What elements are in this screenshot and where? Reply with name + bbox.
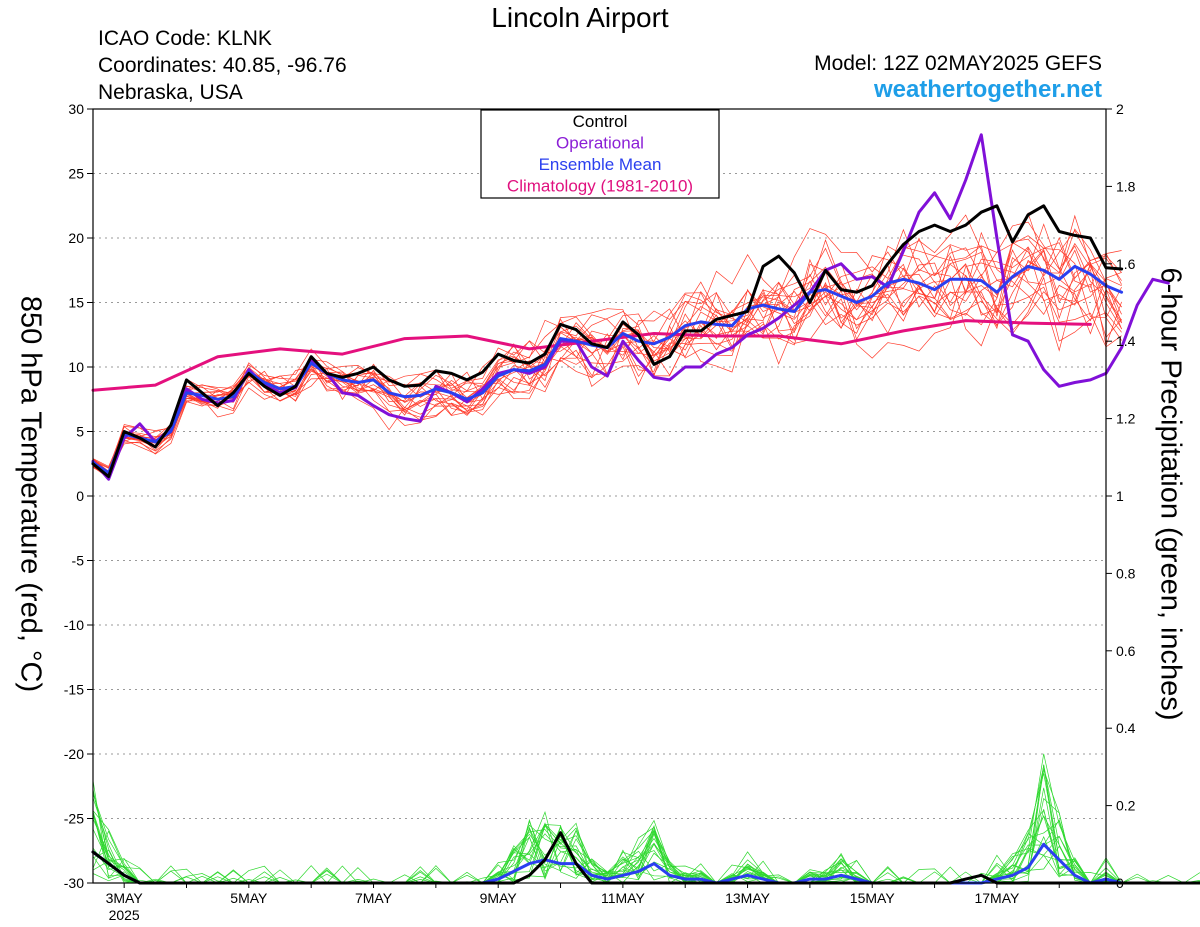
temperature-member-line	[92, 247, 1122, 472]
y-tick-label: -20	[64, 746, 84, 762]
x-tick-label: 7MAY	[355, 890, 393, 906]
x-tick-label: 3MAY	[106, 890, 144, 906]
chart-title: Lincoln Airport	[491, 2, 669, 33]
legend-entry: Climatology (1981-2010)	[507, 177, 693, 196]
precipitation-member-line	[92, 764, 1200, 884]
site-label: weathertogether.net	[873, 76, 1102, 103]
x-tick-label: 9MAY	[480, 890, 518, 906]
temperature-member-line	[92, 238, 1122, 475]
x-tick-label: 5MAY	[230, 890, 268, 906]
precipitation-member-line	[92, 764, 1200, 884]
model-label: Model: 12Z 02MAY2025 GEFS	[814, 52, 1102, 75]
temperature-member-line	[92, 235, 1122, 477]
temp-operational-line	[91, 133, 1170, 481]
temperature-member-line	[92, 248, 1122, 478]
temperature-member-line	[92, 214, 1122, 474]
y-tick-label: 30	[68, 101, 84, 117]
y-tick-label: 10	[68, 359, 84, 375]
y-tick-label: -30	[64, 875, 84, 891]
temperature-member-line	[92, 236, 1122, 479]
icao-code-label: ICAO Code: KLNK	[98, 27, 272, 50]
temperature-member-line	[92, 249, 1122, 472]
y-tick-label: 5	[76, 424, 84, 440]
legend-box	[480, 109, 720, 199]
temperature-member-line	[92, 261, 1122, 477]
y2-tick-label: 1.8	[1116, 178, 1136, 194]
coordinates-label: Coordinates: 40.85, -96.76	[98, 54, 347, 77]
y2-tick-label: 1	[1116, 488, 1124, 504]
y2-tick-label: 0.2	[1116, 798, 1136, 814]
y-tick-label: -5	[72, 553, 85, 569]
temperature-member-line	[92, 248, 1122, 467]
region-label: Nebraska, USA	[98, 81, 243, 104]
y2-tick-label: 0	[1116, 875, 1124, 891]
x-tick-label: 13MAY	[725, 890, 771, 906]
y-tick-label: 25	[68, 166, 84, 182]
x-tick-label: 11MAY	[601, 890, 645, 906]
y-tick-label: 0	[76, 488, 84, 504]
temperature-member-line	[92, 239, 1122, 478]
y2-tick-label: 0.6	[1116, 643, 1136, 659]
temp-control-line	[91, 204, 1124, 479]
y2-tick-label: 1.6	[1116, 256, 1136, 272]
y2-tick-label: 1.2	[1116, 411, 1136, 427]
legend: Control Operational Ensemble Mean Climatolo…	[480, 109, 720, 199]
x-tick-label: 17MAY	[974, 890, 1020, 906]
y2-tick-label: 2	[1116, 101, 1124, 117]
legend-entry: Control	[573, 112, 628, 131]
y-tick-label: -15	[64, 682, 84, 698]
legend-entry: Ensemble Mean	[539, 155, 662, 174]
temp-climatology-line	[91, 319, 1092, 392]
gridlines	[93, 173, 1106, 819]
axis-ticks: 302520151050-5-10-15-20-25-3021.81.61.41…	[64, 101, 1136, 923]
x-tick-year-label: 2025	[109, 907, 140, 923]
main-series-lines	[91, 133, 1200, 885]
y-tick-label: 20	[68, 230, 84, 246]
y2-tick-label: 1.4	[1116, 333, 1136, 349]
y-tick-label: 15	[68, 295, 84, 311]
temperature-member-line	[92, 228, 1122, 472]
x-tick-label: 15MAY	[850, 890, 896, 906]
temperature-member-line	[92, 250, 1122, 475]
y2-tick-label: 0.4	[1116, 720, 1136, 736]
temperature-member-line	[92, 212, 1122, 469]
legend-entry: Operational	[556, 134, 644, 153]
y-tick-label: -25	[64, 811, 84, 827]
y2-tick-label: 0.8	[1116, 565, 1136, 581]
y-tick-label: -10	[64, 617, 84, 633]
